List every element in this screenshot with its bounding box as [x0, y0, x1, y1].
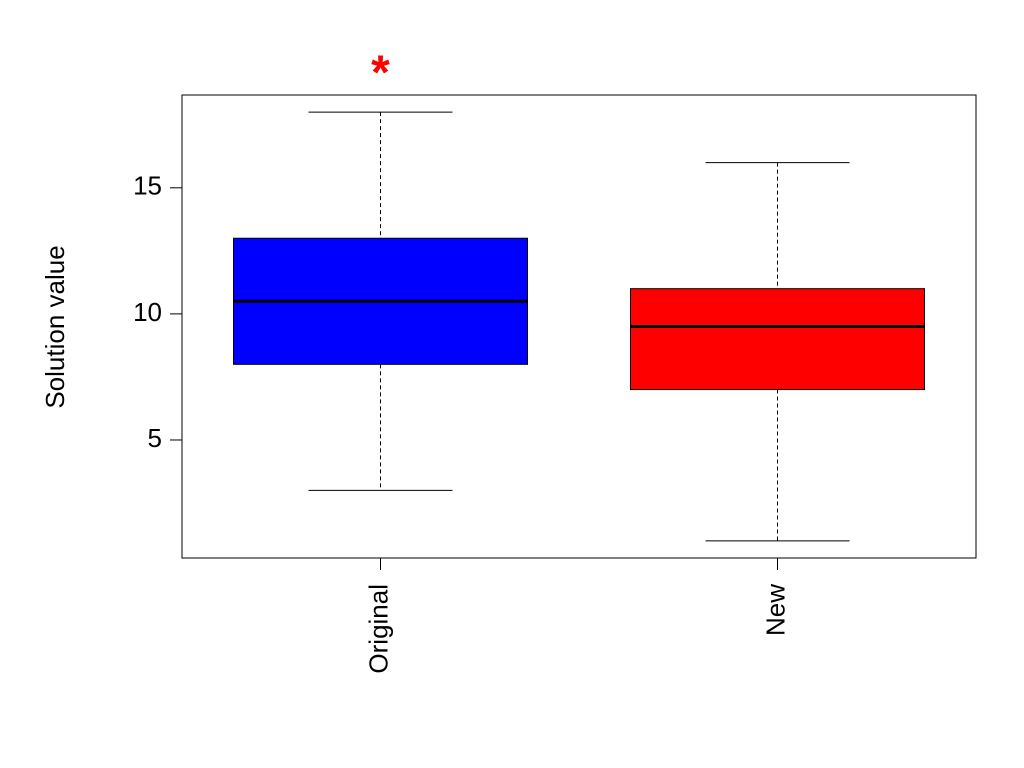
y-tick-label: 15: [133, 171, 162, 201]
y-axis-label: Solution value: [40, 245, 70, 408]
x-tick-label: New: [760, 584, 790, 636]
x-tick-label: Original: [363, 584, 393, 674]
annotation: *: [371, 46, 390, 99]
box: [630, 288, 925, 391]
y-tick-label: 10: [133, 297, 162, 327]
y-tick-label: 5: [148, 423, 162, 453]
plot-frame: [181, 94, 977, 559]
